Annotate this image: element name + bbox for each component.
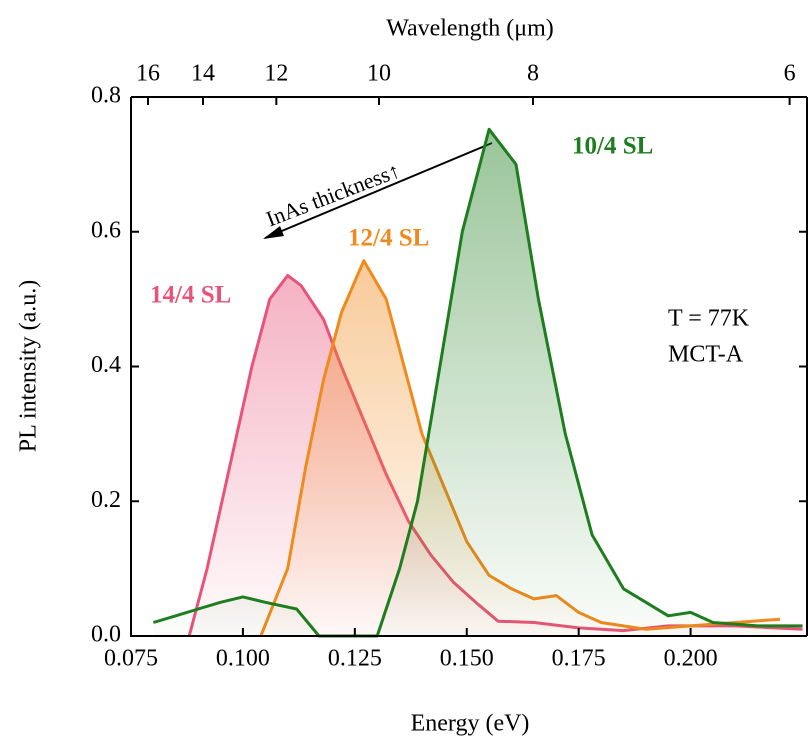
x2-axis-title: Wavelength (μm) — [386, 16, 554, 42]
x2-tick-label: 16 — [136, 61, 160, 87]
y-tick-label: 0.4 — [91, 352, 121, 378]
x2-tick-label: 8 — [527, 61, 539, 87]
x-tick-label: 0.200 — [664, 646, 718, 672]
y-tick-label: 0.2 — [91, 487, 121, 513]
y-tick-label: 0.8 — [91, 83, 121, 109]
series-label: 10/4 SL — [572, 133, 653, 160]
arrow-head — [263, 226, 284, 239]
annotation: InAs thickness↑ — [263, 157, 404, 231]
x2-tick-label: 6 — [784, 61, 796, 87]
series-line — [152, 127, 803, 638]
y-tick-label: 0.6 — [91, 217, 121, 243]
x-axis-title: Energy (eV) — [411, 711, 530, 737]
series-label: 14/4 SL — [150, 282, 231, 309]
arrow — [264, 142, 493, 239]
x2-tick-label: 12 — [264, 61, 288, 87]
x-tick-label: 0.125 — [328, 646, 382, 672]
annotation: MCT-A — [668, 342, 744, 368]
x-tick-label: 0.150 — [440, 646, 494, 672]
area-fill — [153, 129, 803, 637]
area-fill — [260, 260, 781, 636]
x2-tick-label: 14 — [191, 61, 215, 87]
x-tick-label: 0.075 — [104, 646, 158, 672]
annotation: T = 77K — [668, 306, 750, 332]
x-tick-label: 0.100 — [216, 646, 270, 672]
x-tick-label: 0.175 — [552, 646, 606, 672]
series-label: 12/4 SL — [348, 225, 429, 252]
plot-area — [152, 127, 803, 638]
y-axis-title: PL intensity (a.u.) — [16, 280, 42, 452]
x2-tick-label: 10 — [367, 61, 391, 87]
y-tick-label: 0.0 — [91, 622, 121, 648]
